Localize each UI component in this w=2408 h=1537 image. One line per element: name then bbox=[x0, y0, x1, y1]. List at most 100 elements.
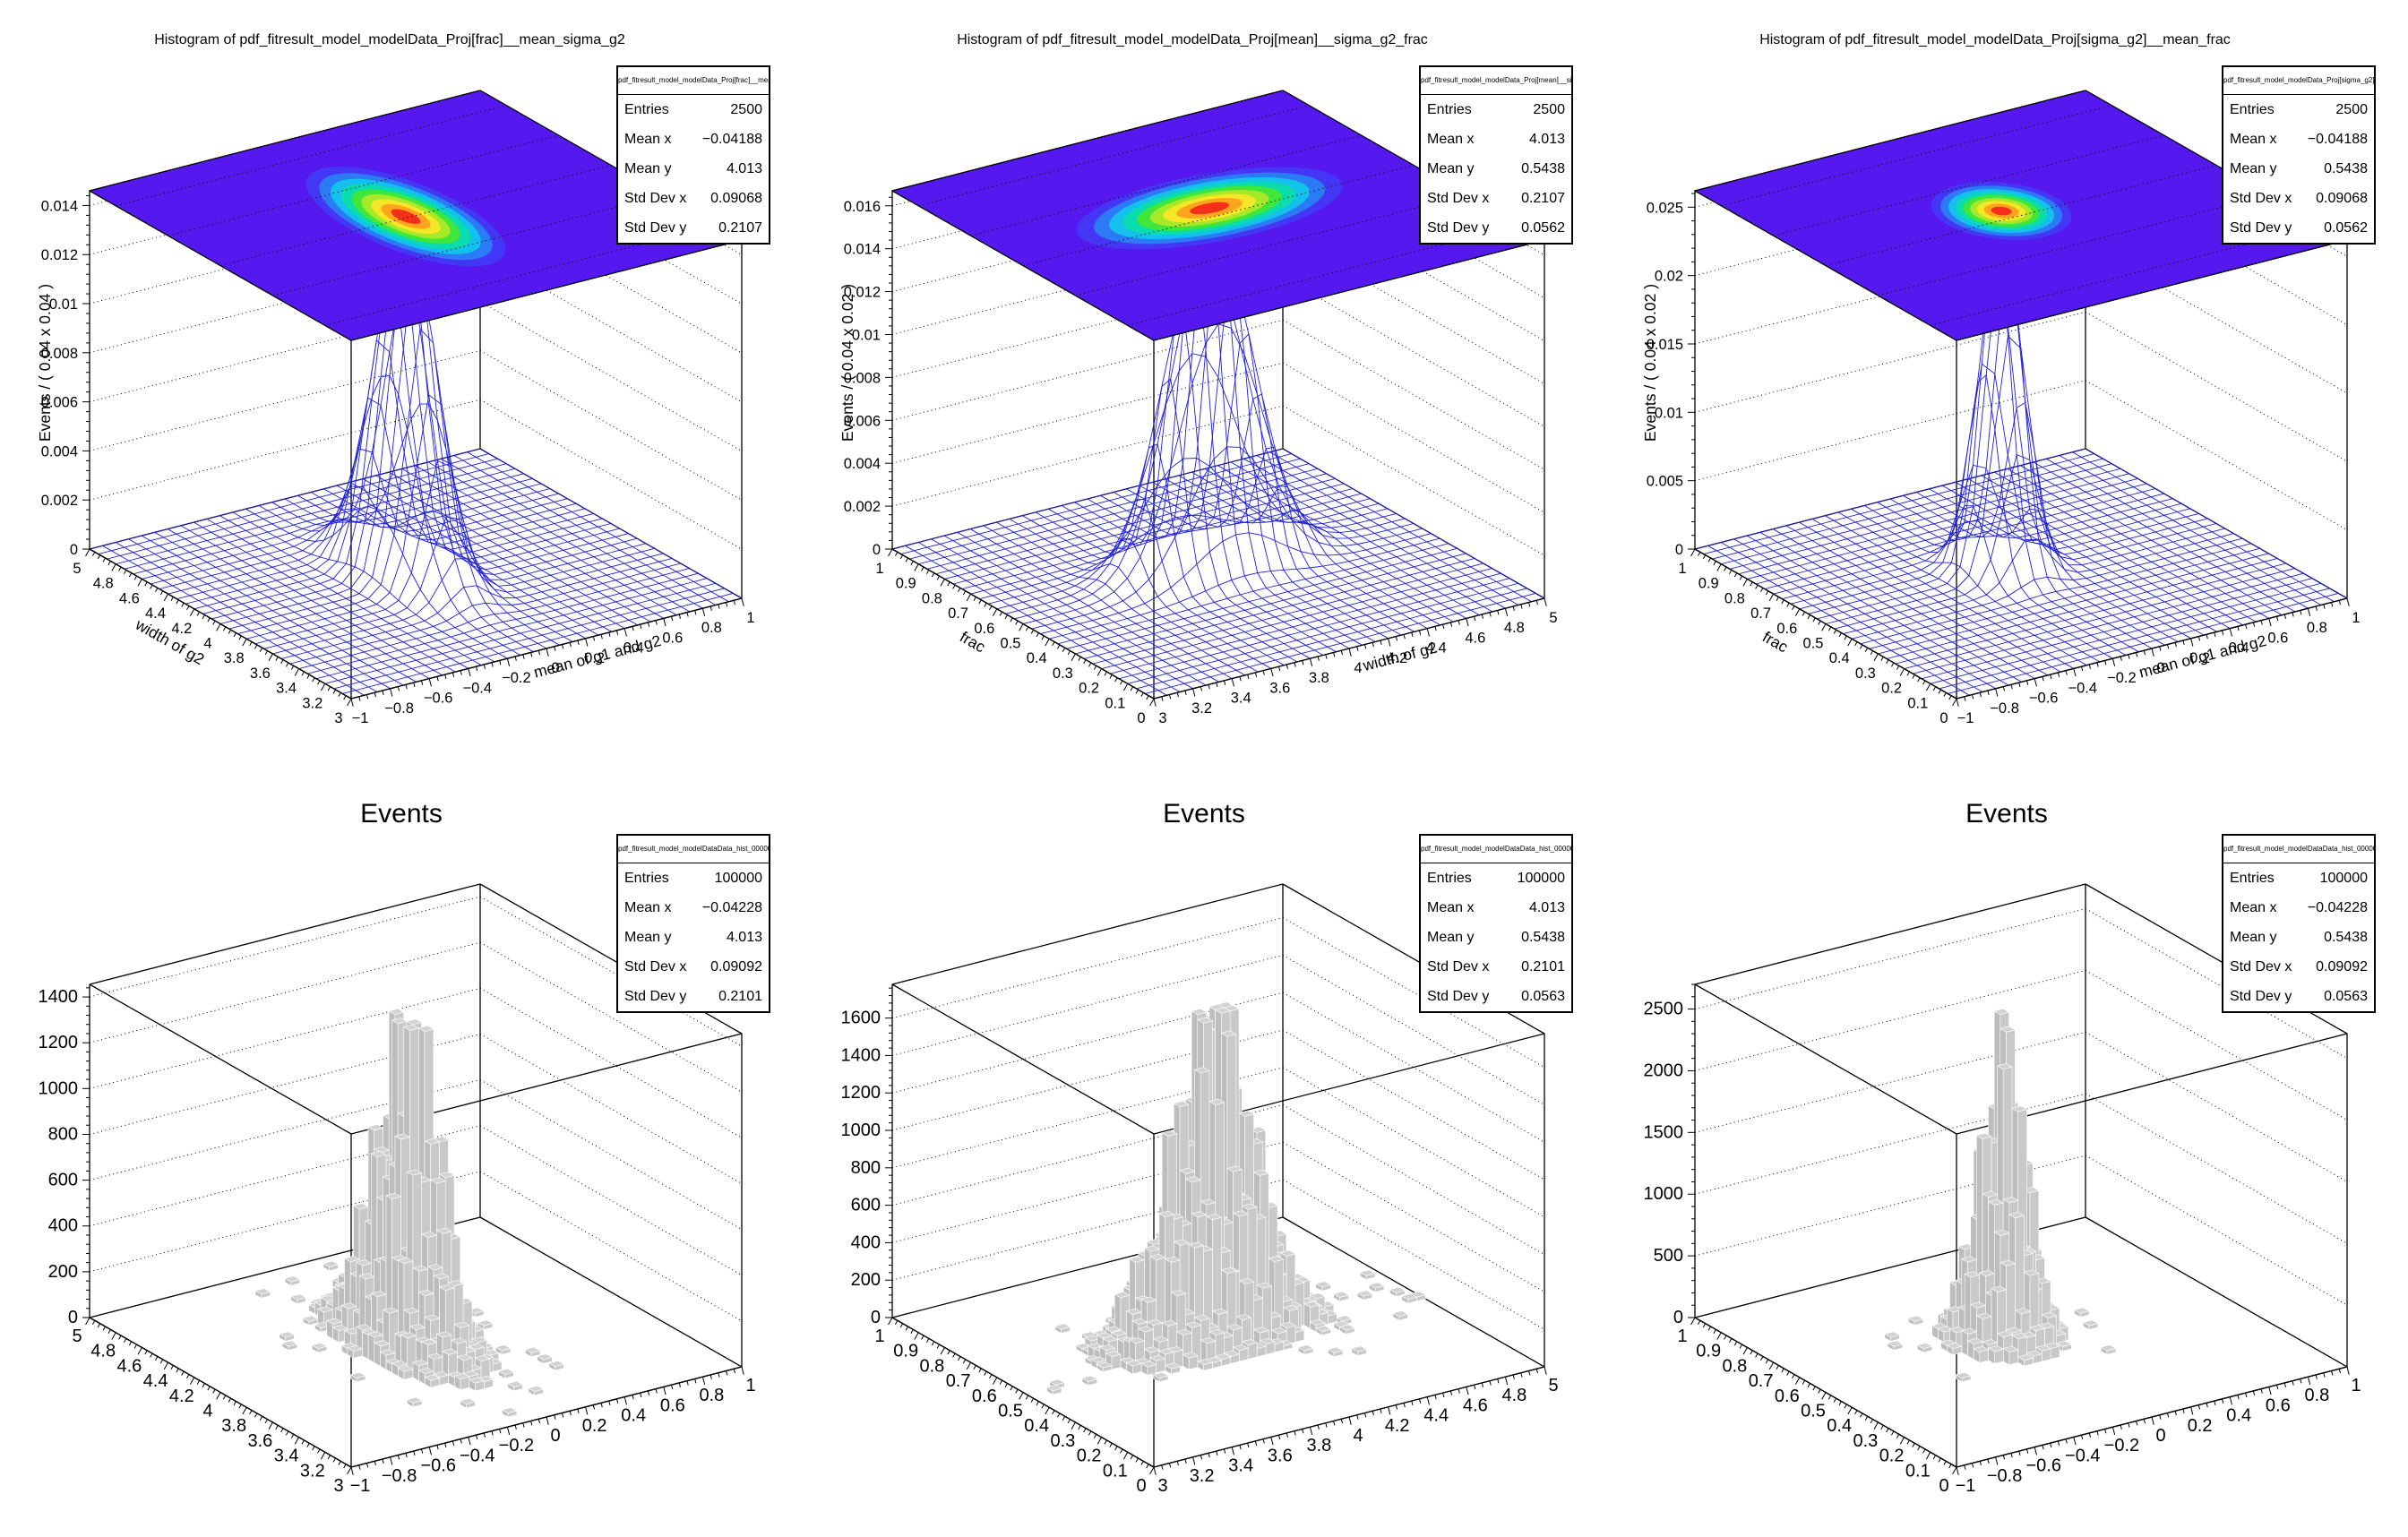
x-tick bbox=[1333, 1421, 1336, 1426]
lego-column-top bbox=[1282, 1304, 1300, 1311]
y-tick bbox=[264, 650, 268, 656]
x-tick bbox=[2057, 1440, 2060, 1446]
lego-column-top bbox=[1336, 1315, 1353, 1322]
y-tick bbox=[1943, 692, 1947, 697]
y-tick bbox=[1702, 554, 1707, 560]
lego-column-top bbox=[477, 1319, 494, 1327]
y-tick bbox=[343, 1464, 347, 1469]
lego-column-top bbox=[1975, 1312, 1992, 1319]
lego-column-top bbox=[281, 1340, 298, 1347]
axis-ticks bbox=[1688, 983, 2350, 1475]
y-tick bbox=[150, 584, 153, 589]
lego-column-top bbox=[1975, 1132, 1992, 1139]
y-tick bbox=[1948, 695, 1952, 700]
mesh-line-v bbox=[1061, 313, 1324, 656]
lego-column-top bbox=[373, 1146, 390, 1154]
x-tick bbox=[1262, 670, 1265, 675]
x-tick bbox=[1200, 686, 1203, 691]
z-tick-label: 600 bbox=[851, 1196, 881, 1215]
y-tick-label: 1 bbox=[1677, 1327, 1687, 1346]
x-tick bbox=[2002, 1455, 2006, 1460]
lego-column-top bbox=[388, 1008, 405, 1015]
y-tick bbox=[978, 599, 982, 605]
pad-top-right: −1 −0.8 −0.6 −0.4 −0.2 0 0.2 0.4 0.6 0.8 1 0 0.1 0.2 0… bbox=[1605, 0, 2408, 768]
lego-column-top bbox=[382, 1307, 400, 1314]
y-tick bbox=[150, 1352, 153, 1358]
y-tick bbox=[1838, 1401, 1842, 1406]
lego-column-top bbox=[1982, 1338, 1999, 1345]
lego-column-top bbox=[424, 1374, 441, 1381]
y-tick bbox=[290, 665, 295, 670]
lego-column-top bbox=[1309, 1292, 1326, 1300]
y-tick bbox=[228, 1397, 232, 1403]
x-tick-label: 1 bbox=[2352, 610, 2360, 626]
y-tick bbox=[1702, 1323, 1707, 1328]
y-tick bbox=[222, 626, 227, 631]
z-tick-label: 500 bbox=[1654, 1246, 1683, 1266]
lego-column-top bbox=[1206, 1214, 1223, 1221]
x-tick-label: 1 bbox=[746, 610, 754, 626]
lego-column-top bbox=[507, 1380, 524, 1387]
stats-label: Std Dev y bbox=[1427, 988, 1490, 1004]
y-tick bbox=[108, 1329, 111, 1334]
y-tick bbox=[275, 1424, 279, 1430]
x-tick-label: −0.2 bbox=[502, 670, 531, 686]
y-tick bbox=[1019, 623, 1024, 631]
lego-column-top bbox=[2014, 1308, 2031, 1315]
lego-column-top bbox=[347, 1344, 364, 1352]
x-tick bbox=[1278, 666, 1281, 672]
stats-row: Entries 2500 bbox=[1421, 95, 1571, 125]
x-tick bbox=[2034, 678, 2037, 687]
x-tick bbox=[2197, 1404, 2201, 1410]
lego-column-top bbox=[379, 1349, 396, 1356]
mesh-line-v bbox=[310, 492, 573, 642]
lego-column-top bbox=[1111, 1329, 1128, 1336]
y-tick bbox=[320, 683, 326, 691]
lego-column-top bbox=[1158, 1210, 1175, 1217]
y-tick bbox=[1697, 1320, 1701, 1325]
z-tick-label: 200 bbox=[851, 1270, 881, 1290]
x-tick bbox=[1956, 1466, 1959, 1475]
x-tick bbox=[2197, 636, 2201, 641]
x-tick bbox=[615, 1398, 619, 1404]
mesh-line-u bbox=[996, 353, 1388, 610]
pad-top-left: −1 −0.8 −0.6 −0.4 −0.2 0 0.2 0.4 0.6 0.8 1 3 3.2 3.4 3… bbox=[0, 0, 803, 768]
x-tick bbox=[1528, 1370, 1531, 1376]
x-tick bbox=[1380, 640, 1382, 646]
y-tick bbox=[1088, 1430, 1092, 1436]
x-tick bbox=[1512, 605, 1515, 611]
stats-row: Mean y 0.5438 bbox=[2223, 154, 2374, 184]
z-gridline-left-wall bbox=[891, 954, 1284, 1056]
lego-column-top bbox=[1351, 1345, 1368, 1352]
y-tick bbox=[1864, 647, 1869, 652]
y-tick bbox=[85, 548, 90, 557]
x-tick-label: 0.4 bbox=[621, 1406, 646, 1426]
lego-column-top bbox=[1966, 1337, 1983, 1344]
x-tick bbox=[671, 1385, 674, 1390]
stats-row: Std Dev x 0.09068 bbox=[2223, 184, 2374, 213]
lego-column-top bbox=[1129, 1337, 1146, 1344]
mesh-line-v bbox=[1799, 521, 2061, 673]
x-tick-label: −1 bbox=[1957, 710, 1974, 726]
y-tick bbox=[1004, 614, 1008, 620]
lego-column-face bbox=[1303, 1303, 1311, 1329]
y-tick-label: 0.5 bbox=[1801, 1402, 1826, 1421]
top-edge-back-left bbox=[1694, 883, 2086, 985]
x-tick bbox=[1278, 1435, 1281, 1440]
y-tick bbox=[958, 588, 961, 593]
x-tick bbox=[1418, 630, 1422, 635]
lego-column-top bbox=[433, 1273, 450, 1280]
x-tick bbox=[2346, 1366, 2350, 1375]
lego-column-face bbox=[1247, 1342, 1258, 1360]
pad-top-middle: 3 3.2 3.4 3.6 3.8 4 4.2 4.4 4.6 4.8 5 0 0.1 0.2 0.3 0.4… bbox=[803, 0, 1605, 768]
z-tick-label: 800 bbox=[48, 1124, 78, 1144]
x-tick bbox=[2268, 618, 2272, 627]
y-tick bbox=[238, 635, 242, 640]
x-tick bbox=[1535, 600, 1539, 605]
x-tick bbox=[1987, 690, 1990, 696]
x-tick bbox=[569, 1411, 572, 1416]
mesh-line-u bbox=[970, 493, 1362, 595]
stats-value: 4.013 bbox=[1528, 899, 1565, 915]
lego-column-top bbox=[1152, 1335, 1169, 1343]
x-tick bbox=[506, 658, 511, 667]
